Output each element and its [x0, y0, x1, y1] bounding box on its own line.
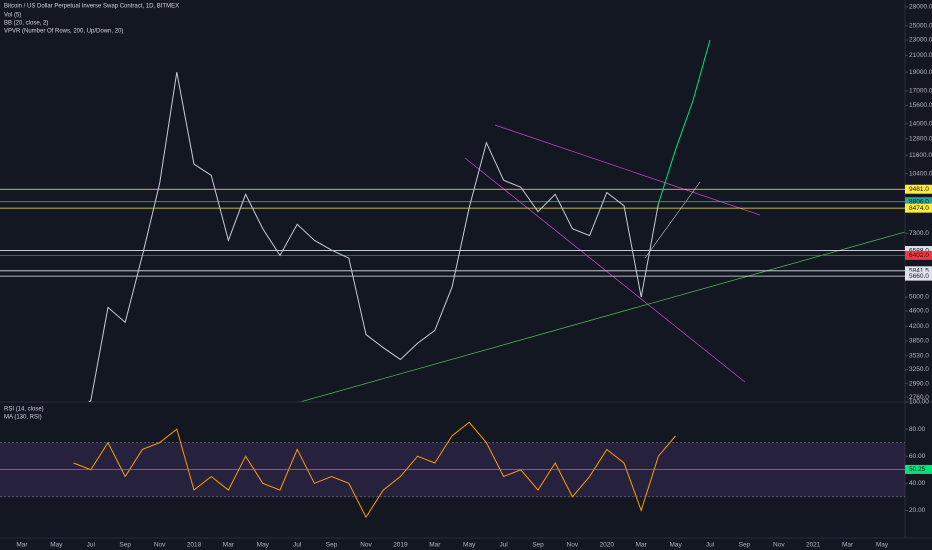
y-tick-label: 28000.0 [909, 4, 932, 11]
x-tick-label: May [257, 542, 270, 549]
y-tick-label: 5000.0 [909, 294, 929, 301]
y-tick-label: 11600.0 [909, 152, 932, 159]
x-tick-label: Jul [499, 542, 508, 549]
indicator: VPVR (Number Of Rows, 200, Up/Down, 20) [4, 29, 123, 35]
level-label-bg [905, 266, 932, 276]
level-label-bg [905, 203, 932, 213]
y-tick-label: 3530.0 [909, 352, 929, 359]
series-line [88, 72, 659, 402]
y-tick-label: 15600.0 [909, 102, 932, 109]
chart-title: Bitcoin / US Dollar Perpetual Inverse Sw… [4, 4, 179, 10]
x-tick-label: Sep [532, 542, 544, 549]
level-label: 8474.0 [909, 205, 929, 212]
y-tick-label: 3250.0 [909, 366, 929, 373]
y-tick-label: 100.00 [909, 399, 929, 406]
x-tick-label: Jul [87, 542, 96, 549]
y-tick-label: 10400.0 [909, 170, 932, 177]
y-tick-label: 80.00 [909, 426, 926, 433]
x-tick-label: Sep [119, 542, 131, 549]
y-tick-label: 2760.0 [909, 394, 929, 401]
y-tick-label: 23000.0 [909, 37, 932, 44]
x-tick-label: Mar [429, 542, 441, 549]
x-tick-label: Jul [706, 542, 715, 549]
x-tick-label: Nov [360, 542, 372, 549]
x-tick-label: Nov [773, 542, 785, 549]
x-tick-label: Jul [293, 542, 302, 549]
level-label-bg [905, 246, 932, 256]
x-tick-label: 2021 [806, 542, 821, 549]
x-tick-label: Mar [842, 542, 854, 549]
y-tick-label: 60.00 [909, 453, 926, 460]
level-label: 8806.0 [909, 198, 929, 205]
y-tick-label: 4200.0 [909, 323, 929, 330]
x-tick-label: Sep [739, 542, 751, 549]
y-tick-label: 21000.0 [909, 52, 932, 59]
x-tick-label: May [876, 542, 889, 549]
y-tick-label: 4600.0 [909, 308, 929, 315]
level-label-bg [905, 271, 932, 281]
y-tick-label: 7300.0 [909, 230, 929, 237]
price-series [88, 39, 711, 402]
y-tick-label: 25000.0 [909, 23, 932, 30]
x-tick-label: Mar [16, 542, 28, 549]
y-tick-label: 19000.0 [909, 69, 932, 76]
level-label-bg [905, 184, 932, 194]
indicator: BB (20, close, 2) [4, 21, 48, 27]
indicator: MA (130, RSI) [4, 415, 42, 421]
rsi-last-label: 50.25 [909, 466, 926, 473]
y-tick-label: 14000.0 [909, 120, 932, 127]
level-label-bg [905, 250, 932, 260]
y-tick-label: 17000.0 [909, 88, 932, 95]
y-tick-label: 2990.0 [909, 380, 929, 387]
x-tick-label: Nov [567, 542, 579, 549]
series-line [73, 421, 676, 519]
x-tick-label: Sep [326, 542, 338, 549]
x-tick-label: Mar [636, 542, 648, 549]
x-tick-label: Mar [223, 542, 235, 549]
y-tick-label: 20.00 [909, 507, 926, 514]
series-line [657, 39, 711, 204]
rsi-title: RSI (14, close) [4, 407, 44, 413]
indicator: Vol (5) [4, 13, 21, 19]
level-label: 5660.0 [909, 273, 929, 280]
rsi-last-bg [905, 464, 932, 474]
y-tick-label: 40.00 [909, 480, 926, 487]
level-label: 6588.0 [909, 247, 929, 254]
x-tick-label: Nov [154, 542, 166, 549]
rsi-band [0, 442, 905, 497]
x-tick-label: 2018 [187, 542, 202, 549]
level-label-bg [905, 197, 932, 207]
x-tick-label: May [463, 542, 476, 549]
y-tick-label: 3850.0 [909, 338, 929, 345]
x-tick-label: 2020 [600, 542, 615, 549]
level-label: 5841.5 [909, 268, 929, 275]
level-label: 9481.0 [909, 186, 929, 193]
trendlines [299, 124, 905, 402]
y-tick-label: 12800.0 [909, 135, 932, 142]
x-tick-label: 2019 [393, 542, 408, 549]
level-label: 6402.0 [909, 252, 929, 259]
x-tick-label: May [50, 542, 63, 549]
x-tick-label: May [669, 542, 682, 549]
